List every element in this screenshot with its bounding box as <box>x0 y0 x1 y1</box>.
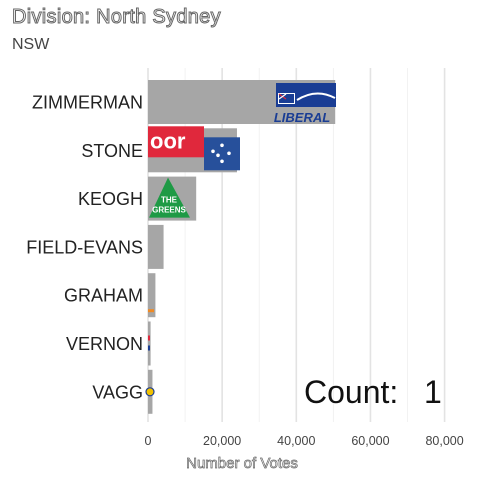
labor-logo-red-panel <box>148 126 204 158</box>
category-label: VERNON <box>66 334 143 354</box>
count-label: Count: <box>304 374 398 410</box>
liberal-logo-text: LIBERAL <box>274 110 330 125</box>
x-tick-label: 20,000 <box>203 434 241 448</box>
labor-logo: oor <box>148 126 240 171</box>
bar <box>148 273 156 318</box>
category-labels: ZIMMERMAN STONE KEOGH FIELD-EVANS GRAHAM VERN… <box>26 93 143 403</box>
flag-field <box>279 94 294 103</box>
liberal-logo: LIBERAL <box>274 83 336 125</box>
chart-subtitle: NSW <box>12 36 50 53</box>
labor-logo-blue-panel <box>204 137 240 171</box>
flag-cross <box>278 93 287 100</box>
x-tick-label: 40,000 <box>277 434 315 448</box>
x-tick-labels: 0 20,000 40,000 60,000 80,000 <box>145 434 464 448</box>
southern-cross-star-icon <box>216 153 220 158</box>
vagg-logo-fragment <box>145 387 155 397</box>
greens-logo-text-bottom: GREENS <box>152 206 186 215</box>
x-tick-label: 60,000 <box>351 434 389 448</box>
southern-cross-star-icon <box>220 159 224 164</box>
southern-cross-star-icon <box>211 149 215 154</box>
chart-title: Division: North Sydney <box>12 6 222 29</box>
category-label: GRAHAM <box>64 286 143 306</box>
greens-logo-text-top: THE <box>161 196 178 205</box>
category-label: ZIMMERMAN <box>32 93 143 113</box>
graham-logo-fragment <box>148 309 154 313</box>
category-label: VAGG <box>92 382 143 402</box>
bar <box>148 224 164 269</box>
liberal-swoosh <box>296 92 336 101</box>
x-tick-label: 0 <box>145 434 152 448</box>
bar <box>148 321 151 366</box>
greens-triangle-icon <box>149 177 190 218</box>
vernon-logo-fragment <box>148 335 150 341</box>
vernon-logo-fragment <box>148 345 150 351</box>
x-axis-label: Number of Votes <box>186 455 298 472</box>
category-label: STONE <box>81 141 143 161</box>
labor-logo-text: oor <box>150 128 186 153</box>
southern-cross-star-icon <box>220 143 224 148</box>
category-label: KEOGH <box>78 189 143 209</box>
category-label: FIELD-EVANS <box>26 237 143 257</box>
count-value: 1 <box>424 374 442 410</box>
x-tick-label: 80,000 <box>425 434 463 448</box>
southern-cross-star-icon <box>227 151 231 156</box>
